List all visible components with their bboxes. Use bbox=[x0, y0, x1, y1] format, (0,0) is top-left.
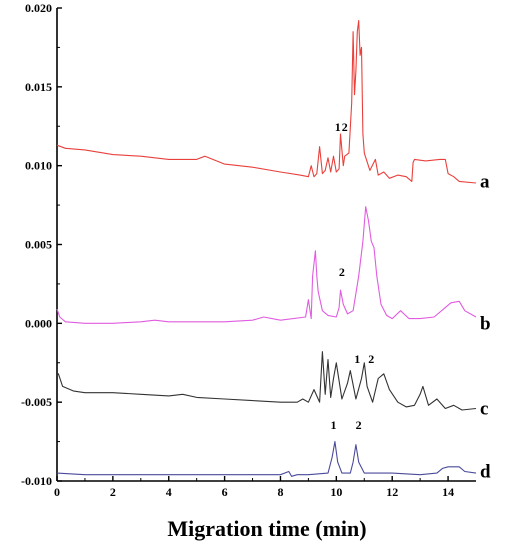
y-tick-label: -0.005 bbox=[21, 395, 52, 409]
peak-label: 2 bbox=[339, 265, 345, 279]
series-line-c bbox=[56, 351, 477, 411]
y-tick-label: 0.020 bbox=[25, 1, 52, 15]
x-tick-label: 14 bbox=[442, 485, 454, 499]
series-line-b bbox=[56, 206, 477, 324]
trace-label-a: a bbox=[480, 171, 490, 192]
trace-label-d: d bbox=[480, 462, 491, 483]
x-tick-label: 10 bbox=[330, 485, 342, 499]
x-axis-title: Migration time (min) bbox=[167, 516, 366, 541]
peak-label: 2 bbox=[368, 352, 374, 366]
x-tick-label: 0 bbox=[54, 485, 60, 499]
trace-label-b: b bbox=[480, 313, 491, 334]
series-line-d bbox=[56, 441, 477, 477]
y-tick-label: 0.010 bbox=[25, 159, 52, 173]
peak-label: 1 bbox=[354, 352, 360, 366]
x-tick-label: 4 bbox=[166, 485, 172, 499]
axes: 0 2 4 6 8 10 12 14-0.010-0.0050.0000.0050.0100.… bbox=[21, 1, 476, 499]
x-tick-label: 6 bbox=[222, 485, 228, 499]
y-tick-label: 0.015 bbox=[25, 80, 52, 94]
y-tick-label: -0.010 bbox=[21, 474, 52, 488]
trace-label-c: c bbox=[480, 398, 488, 419]
peak-label: 2 bbox=[356, 418, 362, 432]
series-layer bbox=[56, 20, 477, 477]
y-tick-label: 0.005 bbox=[25, 238, 52, 252]
y-tick-label: 0.000 bbox=[25, 316, 52, 330]
peak-label: 1 bbox=[331, 418, 337, 432]
series-line-a bbox=[56, 20, 477, 184]
x-tick-label: 12 bbox=[386, 485, 398, 499]
x-tick-label: 2 bbox=[110, 485, 116, 499]
peak-label: 1 bbox=[335, 120, 341, 134]
peak-label: 2 bbox=[342, 120, 348, 134]
x-tick-label: 8 bbox=[277, 485, 283, 499]
